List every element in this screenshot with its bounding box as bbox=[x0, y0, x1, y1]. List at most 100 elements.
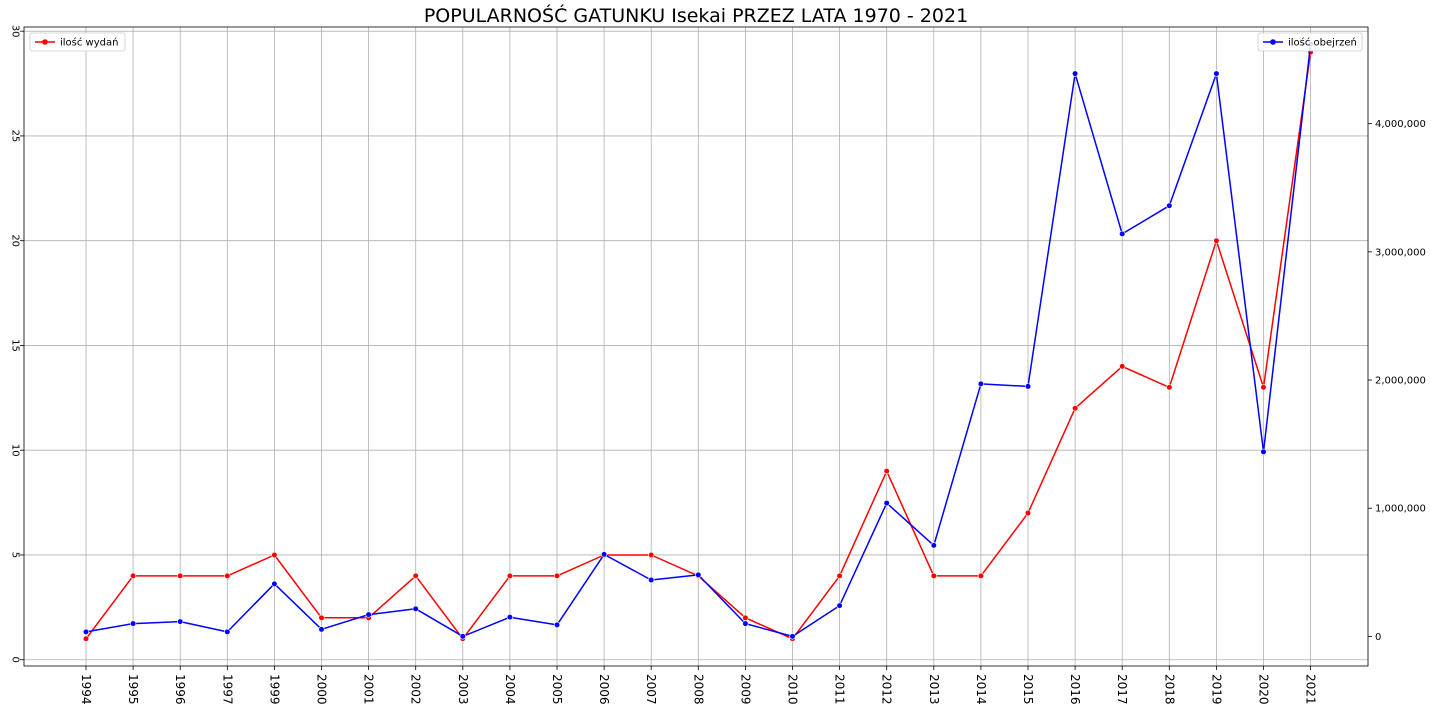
grid-layer bbox=[24, 27, 1368, 666]
x-tick-label: 2000 bbox=[315, 674, 329, 705]
data-point bbox=[365, 611, 372, 618]
data-point bbox=[1166, 384, 1173, 391]
x-tick-label: 2013 bbox=[927, 674, 941, 705]
x-tick-label: 2005 bbox=[550, 674, 564, 705]
x-tick-label: 2016 bbox=[1068, 674, 1082, 705]
y-left-tick-label: 5 bbox=[10, 552, 21, 558]
chart-title: POPULARNOŚĆ GATUNKU Isekai PRZEZ LATA 19… bbox=[424, 3, 968, 27]
x-tick-label: 2012 bbox=[880, 674, 894, 705]
data-point bbox=[883, 499, 890, 507]
x-tick-label: 2011 bbox=[833, 674, 847, 705]
data-point bbox=[130, 620, 137, 627]
x-tick-label: 2018 bbox=[1162, 674, 1176, 705]
x-tick-label: 2007 bbox=[644, 674, 658, 705]
data-point bbox=[1024, 383, 1032, 390]
data-point bbox=[271, 551, 278, 559]
data-point bbox=[930, 542, 937, 549]
x-tick-label: 1996 bbox=[173, 674, 187, 705]
data-point bbox=[271, 580, 278, 587]
data-point bbox=[82, 635, 90, 642]
x-tick-label: 2002 bbox=[409, 674, 423, 705]
data-point bbox=[506, 572, 514, 580]
y-right-tick-label: 2,000,000 bbox=[1375, 376, 1426, 387]
x-tick-label: 1994 bbox=[79, 674, 93, 705]
legend-box bbox=[1257, 32, 1363, 52]
data-point bbox=[459, 633, 466, 640]
data-point bbox=[836, 602, 843, 609]
x-tick-label: 2020 bbox=[1257, 674, 1271, 705]
x-tick-label: 2004 bbox=[503, 674, 517, 705]
data-point bbox=[224, 572, 231, 580]
y-right-tick-label: 1,000,000 bbox=[1375, 504, 1426, 515]
data-point bbox=[553, 621, 561, 628]
plot-frame bbox=[23, 26, 1369, 667]
x-tick-label: 2015 bbox=[1021, 674, 1035, 705]
y-right-tick-label: 0 bbox=[1375, 632, 1381, 643]
x-tick-label: 2006 bbox=[597, 674, 611, 705]
data-point bbox=[1024, 509, 1032, 517]
x-tick-label: 2003 bbox=[456, 674, 470, 705]
y-left-tick-label: 25 bbox=[10, 130, 21, 143]
axes-layer: 1994 1995 1996 1997 1999 2000 2001 2002 2003 2004… bbox=[10, 25, 1426, 705]
y-left-tick-label: 20 bbox=[10, 234, 21, 247]
data-point bbox=[1260, 384, 1267, 391]
data-point bbox=[1260, 448, 1267, 455]
data-point bbox=[318, 626, 325, 633]
data-point bbox=[506, 614, 514, 621]
x-tick-label: 2021 bbox=[1304, 674, 1318, 705]
x-tick-label: 2001 bbox=[362, 674, 376, 705]
x-tick-label: 1997 bbox=[220, 674, 234, 705]
data-point bbox=[1213, 70, 1220, 77]
legend-marker bbox=[42, 39, 48, 45]
data-point bbox=[977, 380, 985, 387]
data-point bbox=[82, 628, 90, 636]
data-point bbox=[1071, 405, 1079, 412]
x-tick-label: 2019 bbox=[1209, 674, 1223, 705]
data-point bbox=[977, 572, 985, 580]
data-point bbox=[1071, 70, 1079, 77]
data-point bbox=[742, 620, 749, 627]
data-point bbox=[553, 572, 561, 580]
legend: ilość obejrzeń bbox=[1257, 32, 1363, 52]
legend-label: ilość obejrzeń bbox=[1288, 37, 1357, 49]
series-layer bbox=[82, 41, 1314, 642]
x-tick-label: 2008 bbox=[691, 674, 705, 705]
data-point bbox=[412, 605, 419, 612]
data-point bbox=[1119, 363, 1126, 370]
data-point bbox=[224, 628, 231, 636]
legend: ilość wydań bbox=[29, 32, 126, 52]
data-point bbox=[836, 572, 843, 580]
data-point bbox=[1213, 237, 1220, 244]
x-tick-label: 2014 bbox=[974, 674, 988, 705]
legend-label: ilość wydań bbox=[60, 37, 118, 49]
data-point bbox=[930, 572, 937, 580]
y-right-tick-label: 3,000,000 bbox=[1375, 247, 1426, 258]
data-point bbox=[600, 551, 608, 558]
data-point bbox=[1166, 202, 1173, 209]
legend-box bbox=[29, 32, 126, 52]
legend-layer: ilość wydań ilość obejrzeń bbox=[29, 32, 1363, 52]
data-point bbox=[318, 614, 325, 621]
data-point bbox=[789, 633, 796, 640]
data-point bbox=[695, 571, 702, 578]
x-tick-label: 2010 bbox=[786, 674, 800, 705]
x-tick-label: 2009 bbox=[738, 674, 752, 705]
data-point bbox=[412, 572, 419, 580]
data-point bbox=[1119, 230, 1126, 237]
data-point bbox=[883, 468, 890, 475]
y-left-tick-label: 0 bbox=[10, 657, 21, 663]
x-tick-label: 1999 bbox=[267, 674, 281, 705]
y-right-tick-label: 4,000,000 bbox=[1375, 119, 1426, 130]
data-point bbox=[648, 551, 655, 559]
y-left-tick-label: 15 bbox=[10, 339, 21, 352]
x-tick-label: 1995 bbox=[126, 674, 140, 705]
data-point bbox=[177, 572, 184, 580]
data-point bbox=[177, 618, 184, 625]
x-tick-label: 2017 bbox=[1115, 674, 1129, 705]
y-left-tick-label: 30 bbox=[10, 25, 21, 38]
y-left-tick-label: 10 bbox=[10, 444, 21, 457]
data-point bbox=[130, 572, 137, 580]
legend-marker bbox=[1270, 39, 1276, 45]
